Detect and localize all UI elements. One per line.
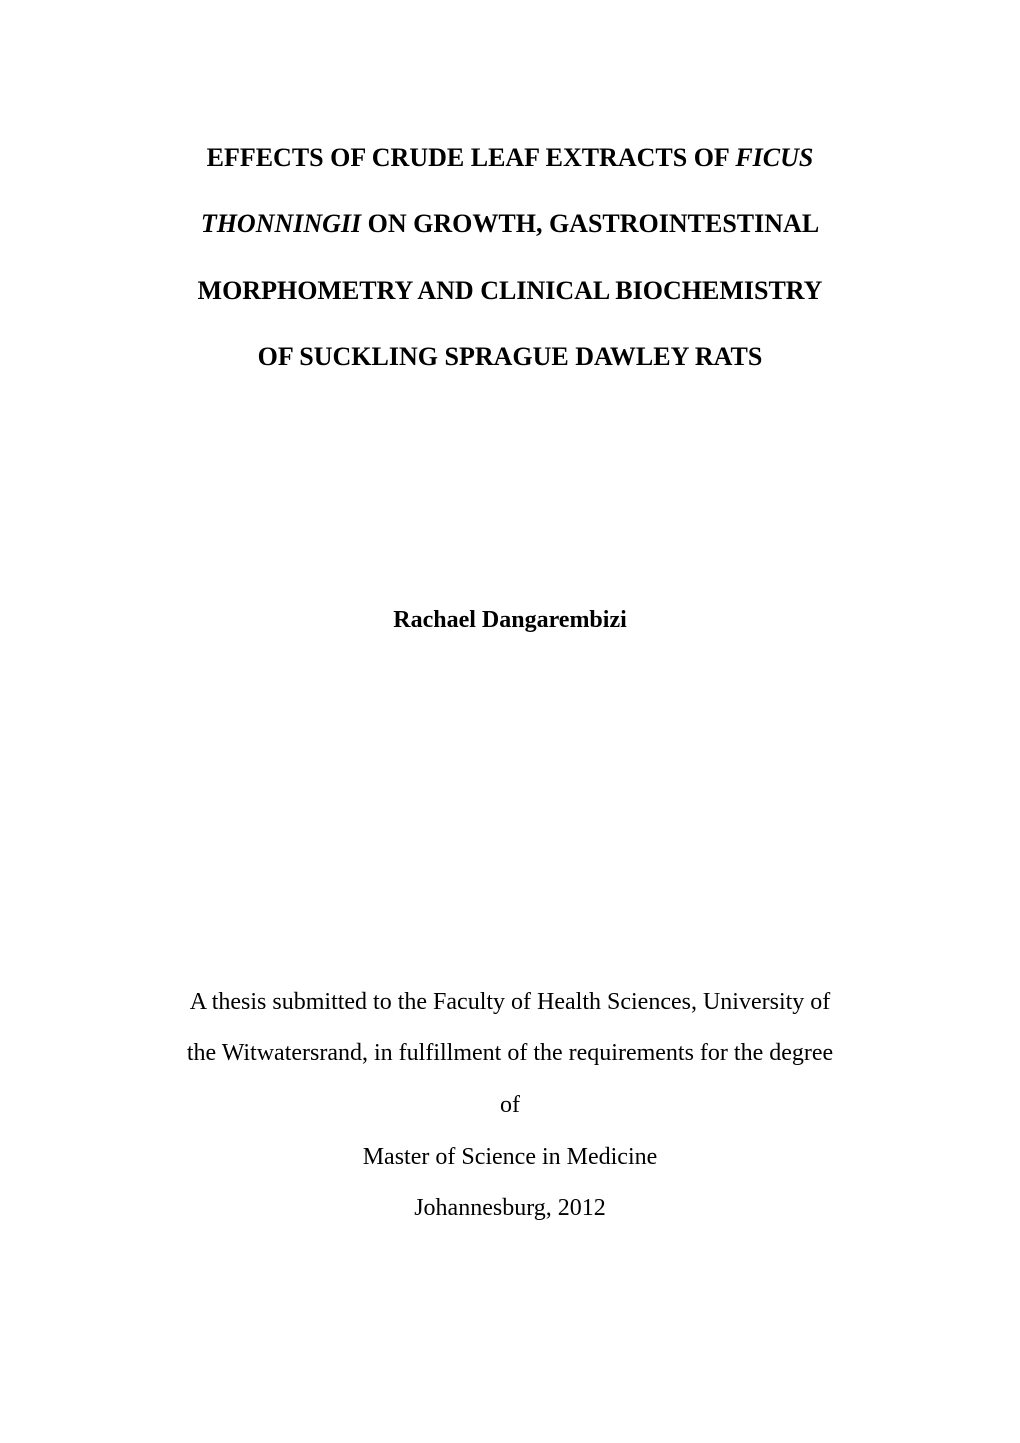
submission-statement: A thesis submitted to the Faculty of Hea… [125,977,895,1235]
author-name: Rachael Dangarembizi [125,595,895,647]
submission-line-2: the Witwatersrand, in fulfillment of the… [125,1028,895,1080]
title-italic: THONNINGII [201,209,361,238]
title-line-1: EFFECTS OF CRUDE LEAF EXTRACTS OF FICUS [125,125,895,191]
thesis-title: EFFECTS OF CRUDE LEAF EXTRACTS OF FICUS … [125,125,895,390]
title-line-4: OF SUCKLING SPRAGUE DAWLEY RATS [125,324,895,390]
submission-line-5: Johannesburg, 2012 [125,1183,895,1235]
submission-line-1: A thesis submitted to the Faculty of Hea… [125,977,895,1029]
title-italic: FICUS [735,143,813,172]
submission-line-3: of [125,1080,895,1132]
submission-line-4: Master of Science in Medicine [125,1132,895,1184]
title-line-2: THONNINGII ON GROWTH, GASTROINTESTINAL [125,191,895,257]
title-text: EFFECTS OF CRUDE LEAF EXTRACTS OF [207,143,736,172]
title-text: ON GROWTH, GASTROINTESTINAL [361,209,819,238]
thesis-title-page: EFFECTS OF CRUDE LEAF EXTRACTS OF FICUS … [0,0,1020,1443]
title-line-3: MORPHOMETRY AND CLINICAL BIOCHEMISTRY [125,258,895,324]
